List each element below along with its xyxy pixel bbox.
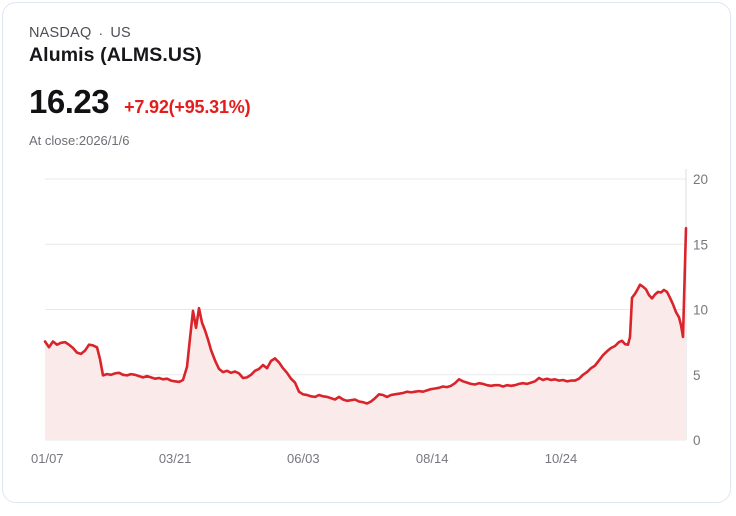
x-tick-label: 10/24 bbox=[545, 451, 578, 466]
price-value: 16.23 bbox=[29, 83, 110, 120]
price-chart-canvas[interactable]: 0 5 10 15 20 01/07 03/21 06/03 08/14 10/24 bbox=[3, 163, 736, 511]
exchange-row: NASDAQ · US bbox=[29, 25, 131, 41]
price-row: 16.23 +7.92(+95.31%) bbox=[29, 83, 251, 121]
stock-quote-card: NASDAQ · US Alumis (ALMS.US) 16.23 +7.92… bbox=[2, 2, 731, 503]
close-time: At close:2026/1/6 bbox=[29, 133, 130, 148]
region-label: US bbox=[110, 25, 131, 41]
x-tick-label: 01/07 bbox=[31, 451, 64, 466]
price-area bbox=[45, 228, 686, 440]
y-tick-label: 20 bbox=[693, 172, 708, 187]
x-tick-label: 06/03 bbox=[287, 451, 320, 466]
price-change: +7.92(+95.31%) bbox=[124, 97, 251, 117]
price-chart[interactable]: 0 5 10 15 20 01/07 03/21 06/03 08/14 10/24 bbox=[3, 163, 736, 511]
y-tick-label: 5 bbox=[693, 368, 701, 383]
y-tick-label: 0 bbox=[693, 433, 701, 448]
exchange-label: NASDAQ bbox=[29, 25, 92, 41]
x-tick-label: 03/21 bbox=[159, 451, 192, 466]
y-tick-label: 10 bbox=[693, 303, 708, 318]
dot-separator-icon: · bbox=[98, 25, 104, 41]
price-line bbox=[43, 226, 688, 405]
y-tick-label: 15 bbox=[693, 237, 708, 252]
x-tick-label: 08/14 bbox=[416, 451, 449, 466]
stock-name: Alumis (ALMS.US) bbox=[29, 44, 202, 66]
